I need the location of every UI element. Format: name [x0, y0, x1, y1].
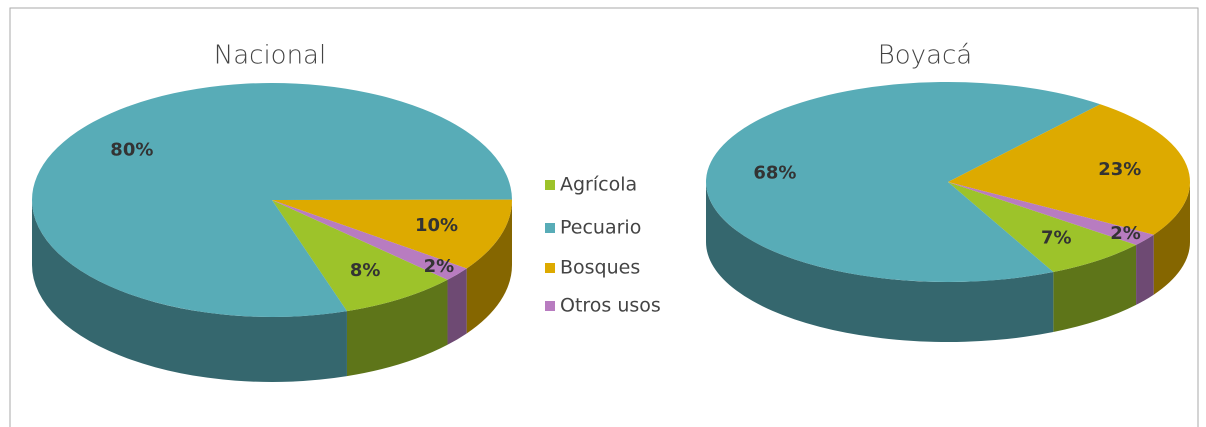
- pie-slice: [272, 199, 512, 269]
- pie-slice: [272, 200, 448, 312]
- pie-side: [447, 268, 467, 345]
- pie-slice: [948, 182, 1154, 245]
- data-label: 10%: [415, 215, 458, 236]
- pie-side: [346, 279, 448, 377]
- chart-title: Nacional: [214, 41, 326, 71]
- pie-side: [1136, 234, 1154, 305]
- pie-slice: [272, 200, 467, 280]
- frame: [9, 7, 1199, 427]
- data-label: 8%: [350, 260, 381, 281]
- legend-swatch: [545, 263, 555, 273]
- data-label: 68%: [753, 163, 796, 184]
- legend-label: Agrícola: [560, 174, 637, 196]
- pie-slice: [32, 83, 512, 318]
- legend-label: Otros usos: [560, 295, 661, 317]
- data-label: 80%: [110, 140, 153, 161]
- legend-swatch: [545, 301, 555, 311]
- data-label: 2%: [424, 256, 455, 277]
- legend-swatch: [545, 180, 555, 190]
- pie-side: [466, 200, 512, 334]
- pie-slice: [705, 82, 1101, 282]
- pie-side: [1053, 244, 1137, 333]
- chart-title: Boyacá: [878, 41, 972, 71]
- pie-side: [706, 182, 1054, 343]
- pie-slice: [948, 104, 1190, 235]
- legend-swatch: [545, 223, 555, 233]
- pie-side: [32, 200, 347, 382]
- data-label: 23%: [1098, 159, 1141, 180]
- pie-side: [1153, 182, 1190, 295]
- pie-slice: [948, 182, 1137, 273]
- legend-label: Pecuario: [560, 217, 641, 239]
- data-label: 7%: [1041, 227, 1072, 248]
- legend-label: Bosques: [560, 257, 640, 279]
- data-label: 2%: [1110, 223, 1141, 244]
